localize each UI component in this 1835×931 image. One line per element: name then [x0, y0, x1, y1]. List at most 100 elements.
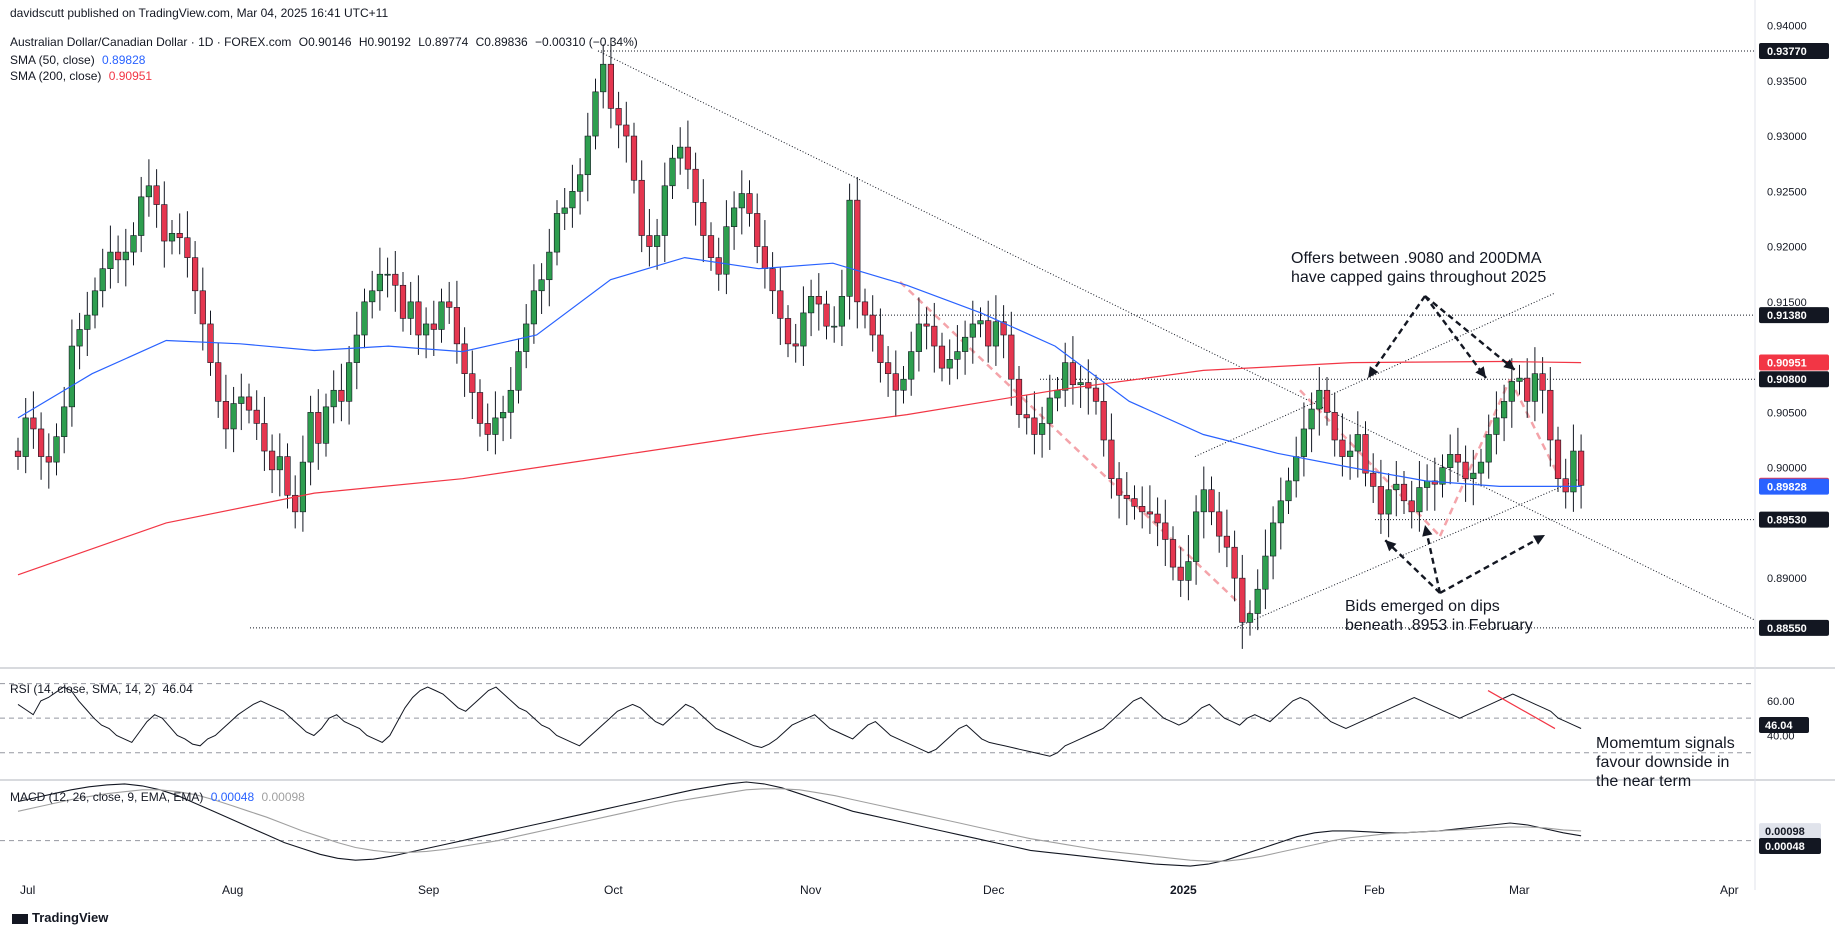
candle-body — [91, 290, 99, 316]
candle-body — [1246, 613, 1254, 623]
candle-body — [1300, 428, 1307, 457]
candle-body — [1447, 454, 1454, 468]
candle-body — [461, 343, 468, 374]
candle-body — [238, 396, 245, 404]
candle-body — [1254, 588, 1261, 614]
candle-body — [1239, 577, 1246, 623]
candle-body — [977, 320, 984, 325]
candle-body — [245, 396, 253, 411]
price-label-text: 0.89828 — [1767, 482, 1807, 494]
candle-body — [985, 320, 992, 347]
horizontal-levels — [250, 50, 1755, 629]
brand-label: TradingView — [32, 910, 109, 925]
candle-body — [1123, 494, 1130, 499]
candle-body — [30, 417, 37, 430]
candle-body — [14, 450, 22, 457]
price-label-text: 0.90951 — [1767, 358, 1807, 370]
rsi-value-badge — [1759, 717, 1809, 734]
candle-body — [1539, 373, 1546, 391]
candlestick-series — [14, 37, 1585, 649]
tradingview-logo[interactable]: TradingView — [12, 910, 108, 925]
candle-body — [561, 207, 568, 214]
candle-body — [446, 301, 453, 308]
candle-body — [877, 334, 884, 363]
candle-body — [192, 257, 199, 292]
candle-body — [1008, 334, 1015, 380]
price-tick-label: 0.92500 — [1767, 186, 1807, 198]
candle-body — [1000, 321, 1007, 336]
candle-body — [276, 456, 283, 471]
time-tick-label: Feb — [1364, 883, 1385, 897]
candle-body — [677, 146, 684, 159]
rsi-tick-label: 40.00 — [1767, 730, 1795, 742]
candle-body — [700, 202, 707, 236]
time-tick-label: Jul — [20, 883, 35, 897]
ohlc-low: L0.89774 — [418, 35, 469, 49]
price-label-badge — [1759, 478, 1829, 495]
candle-body — [1216, 511, 1223, 537]
ohlc-close: C0.89836 — [475, 35, 528, 49]
candle-body — [145, 185, 153, 198]
candle-body — [392, 273, 399, 286]
candle-body — [761, 246, 768, 269]
sma50-legend[interactable]: SMA (50, close) 0.89828 — [10, 53, 149, 67]
candle-body — [1039, 423, 1046, 435]
candle-body — [1270, 522, 1277, 557]
candle-body — [1431, 480, 1438, 485]
candle-body — [1069, 362, 1076, 386]
annotation-bids-1: beneath .8953 in February — [1345, 617, 1533, 634]
candle-body — [692, 168, 699, 203]
candle-body — [1508, 381, 1515, 402]
candle-body — [361, 301, 368, 336]
candle-body — [1524, 377, 1531, 402]
candle-body — [730, 207, 738, 227]
candle-body — [1400, 483, 1408, 502]
sma200-label: SMA (200, close) — [10, 69, 102, 83]
candle-body — [954, 351, 961, 360]
candle-body — [476, 392, 484, 424]
ohlc-open: O0.90146 — [298, 35, 352, 49]
candle-body — [754, 213, 761, 247]
sma200-legend[interactable]: SMA (200, close) 0.90951 — [10, 69, 156, 83]
candle-body — [507, 389, 514, 413]
price-label-text: 0.88550 — [1767, 623, 1807, 635]
candle-body — [1277, 500, 1284, 524]
rsi-line — [17, 686, 1582, 757]
candle-body — [1131, 498, 1138, 507]
candle-body — [1262, 555, 1269, 590]
candle-body — [1347, 450, 1354, 457]
candle-body — [1092, 387, 1100, 402]
price-tick-label: 0.93500 — [1767, 76, 1807, 88]
candle-body — [1231, 546, 1238, 579]
candle-body — [199, 290, 206, 325]
price-label-badge — [1759, 42, 1829, 59]
candle-body — [122, 251, 129, 261]
annotation-offers-0: Offers between .9080 and 200DMA — [1291, 250, 1542, 267]
candle-body — [623, 124, 630, 137]
candle-body — [430, 323, 437, 330]
candle-body — [892, 373, 899, 391]
candle-body — [76, 329, 83, 347]
candle-body — [292, 494, 299, 513]
candle-body — [1077, 382, 1084, 386]
candle-body — [1554, 439, 1562, 479]
candle-body — [653, 235, 661, 247]
candle-body — [1200, 489, 1207, 513]
time-tick-label: Oct — [604, 883, 623, 897]
candle-body — [1477, 461, 1485, 474]
candle-body — [1116, 478, 1123, 496]
rsi-legend[interactable]: RSI (14, close, SMA, 14, 2) 46.04 — [10, 682, 197, 696]
candle-body — [322, 406, 330, 444]
candle-body — [738, 193, 745, 209]
candle-body — [207, 323, 214, 363]
candle-body — [1100, 401, 1107, 441]
macd-legend[interactable]: MACD (12, 26, close, 9, EMA, EMA) 0.0004… — [10, 790, 309, 804]
arrow-offers-2 — [1424, 295, 1487, 379]
macd-line — [17, 781, 1582, 867]
candle-body — [499, 412, 507, 419]
candle-body — [1485, 434, 1492, 463]
annotation-momentum-1: favour downside in — [1596, 754, 1729, 771]
time-axis: Jul Aug Sep Oct Nov Dec 2025 Feb Mar Apr — [20, 883, 1739, 897]
price-tick-label: 0.90500 — [1767, 407, 1807, 419]
